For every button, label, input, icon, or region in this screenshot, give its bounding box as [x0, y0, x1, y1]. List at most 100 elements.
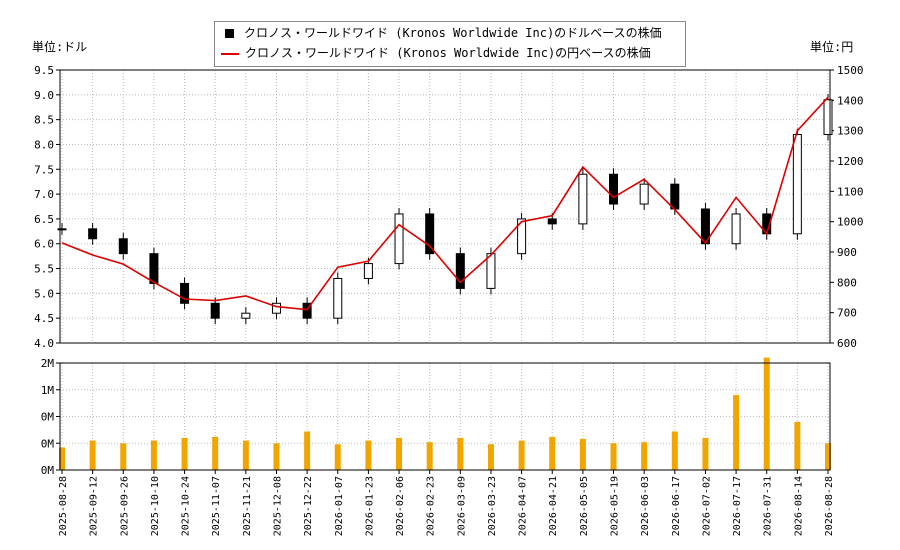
x-axis-tick-label: 2025-11-07 — [211, 476, 222, 536]
left-axis-tick-label: 6.0 — [34, 238, 54, 251]
legend: クロノス・ワールドワイド (Kronos Worldwide Inc)のドルベー… — [214, 21, 686, 67]
volume-bar — [396, 437, 403, 470]
volume-axis-tick-label: 2M — [41, 357, 55, 370]
x-axis-tick-label: 2026-02-23 — [426, 476, 437, 536]
candle-body — [394, 213, 404, 265]
x-axis-tick-label: 2026-07-31 — [763, 476, 774, 536]
x-axis-tick-label: 2026-04-07 — [518, 476, 529, 536]
candle-body — [670, 183, 680, 210]
x-axis-tick-label: 2025-09-12 — [89, 476, 100, 536]
right-axis-tick-label: 900 — [837, 246, 857, 259]
candle-body — [57, 228, 67, 231]
volume-bar — [763, 357, 770, 470]
volume-bar — [334, 444, 341, 470]
left-axis-tick-label: 4.5 — [34, 312, 54, 325]
volume-bar — [120, 443, 127, 470]
line-swatch — [221, 52, 239, 55]
candle-body — [792, 134, 802, 235]
x-axis-tick-label: 2025-12-08 — [272, 476, 283, 536]
volume-bar — [59, 447, 65, 470]
volume-bar — [242, 440, 249, 470]
left-axis-tick-label: 7.5 — [34, 163, 54, 176]
volume-axis-tick-label: 1M — [41, 384, 55, 397]
volume-bar — [825, 443, 831, 470]
volume-bar — [212, 436, 219, 470]
candle-body — [639, 183, 649, 205]
candle-body — [517, 218, 527, 255]
x-axis-tick-label: 2026-06-03 — [640, 476, 651, 536]
candle-body — [547, 218, 557, 225]
right-axis-tick-label: 800 — [837, 276, 857, 289]
volume-bar — [518, 440, 525, 470]
x-axis-tick-label: 2026-02-06 — [395, 476, 406, 536]
candle-body — [425, 213, 435, 255]
x-axis-tick-label: 2026-07-02 — [701, 476, 712, 536]
left-axis-tick-label: 4.0 — [34, 337, 54, 350]
x-axis-tick-label: 2025-09-26 — [119, 476, 130, 536]
volume-bar — [150, 440, 157, 470]
candlestick-swatch — [225, 29, 234, 38]
x-axis-tick-label: 2026-03-23 — [487, 476, 498, 536]
x-axis-tick-label: 2026-05-19 — [610, 476, 621, 536]
volume-bar — [671, 431, 678, 470]
right-axis-tick-label: 1500 — [837, 64, 864, 77]
candle-body — [118, 238, 128, 255]
volume-bar — [549, 436, 556, 470]
left-axis-tick-label: 9.0 — [34, 89, 54, 102]
candle-body — [149, 253, 159, 284]
left-axis-tick-label: 8.5 — [34, 114, 54, 127]
candle-body — [180, 282, 190, 304]
candle-body — [271, 302, 281, 314]
x-axis-tick-label: 2026-01-23 — [364, 476, 375, 536]
x-axis-tick-label: 2026-08-28 — [824, 476, 835, 536]
price-marks — [57, 93, 833, 325]
candle-body — [455, 253, 465, 289]
right-axis-tick-label: 1200 — [837, 155, 864, 168]
candle-body — [609, 173, 619, 205]
left-axis-unit: 単位:ドル — [32, 40, 88, 54]
volume-bar — [273, 443, 280, 470]
candle-body — [88, 228, 98, 240]
volume-bar — [702, 437, 709, 470]
x-axis-tick-label: 2026-01-07 — [334, 476, 345, 536]
x-axis-tick-label: 2025-10-10 — [150, 476, 161, 536]
x-axis-tick-label: 2026-08-14 — [793, 476, 804, 536]
candle-body — [486, 253, 496, 289]
x-axis-tick-label: 2025-08-28 — [58, 476, 69, 536]
right-axis-tick-label: 600 — [837, 337, 857, 350]
left-axis-tick-label: 6.5 — [34, 213, 54, 226]
right-axis-unit: 単位:円 — [810, 40, 854, 54]
left-axis-tick-label: 7.0 — [34, 188, 54, 201]
x-axis-tick-label: 2026-04-21 — [548, 476, 559, 536]
x-axis-tick-label: 2025-11-21 — [242, 476, 253, 536]
x-axis-tick-label: 2026-07-17 — [732, 476, 743, 536]
legend-jpy-label: クロノス・ワールドワイド (Kronos Worldwide Inc)の円ベース… — [245, 46, 651, 60]
axis-labels: 4.0 4.5 5.0 5.5 6.0 6.5 7.0 7.5 8.0 8.5 9.0 9.5 600 7… — [34, 64, 863, 536]
volume-bar — [181, 437, 188, 470]
volume-bar — [794, 421, 801, 470]
x-axis-tick-label: 2025-12-22 — [303, 476, 314, 536]
volume-bar — [641, 442, 648, 470]
candle-body — [823, 99, 833, 136]
volume-bar — [89, 440, 96, 470]
candle-body — [333, 277, 343, 319]
volume-bar — [733, 395, 740, 470]
volume-plot-frame — [59, 362, 831, 471]
x-axis-tick-label: 2026-06-17 — [671, 476, 682, 536]
x-axis-tick-label: 2025-10-24 — [181, 476, 192, 536]
right-axis-tick-label: 1000 — [837, 216, 864, 229]
x-axis-tick-label: 2026-03-09 — [456, 476, 467, 536]
volume-marks — [59, 357, 831, 470]
jpy-price-line — [61, 96, 829, 311]
right-axis-tick-label: 1100 — [837, 185, 864, 198]
legend-usd-label: クロノス・ワールドワイド (Kronos Worldwide Inc)のドルベー… — [244, 26, 662, 40]
x-axis-tick-label: 2026-05-05 — [579, 476, 590, 536]
right-axis-tick-label: 1400 — [837, 94, 864, 107]
right-axis-tick-label: 1300 — [837, 125, 864, 138]
candle-body — [578, 173, 588, 225]
volume-axis-tick-label: 0M — [41, 464, 55, 477]
volume-bar — [365, 440, 372, 470]
left-axis-tick-label: 5.5 — [34, 263, 54, 276]
price-grid — [56, 69, 834, 344]
